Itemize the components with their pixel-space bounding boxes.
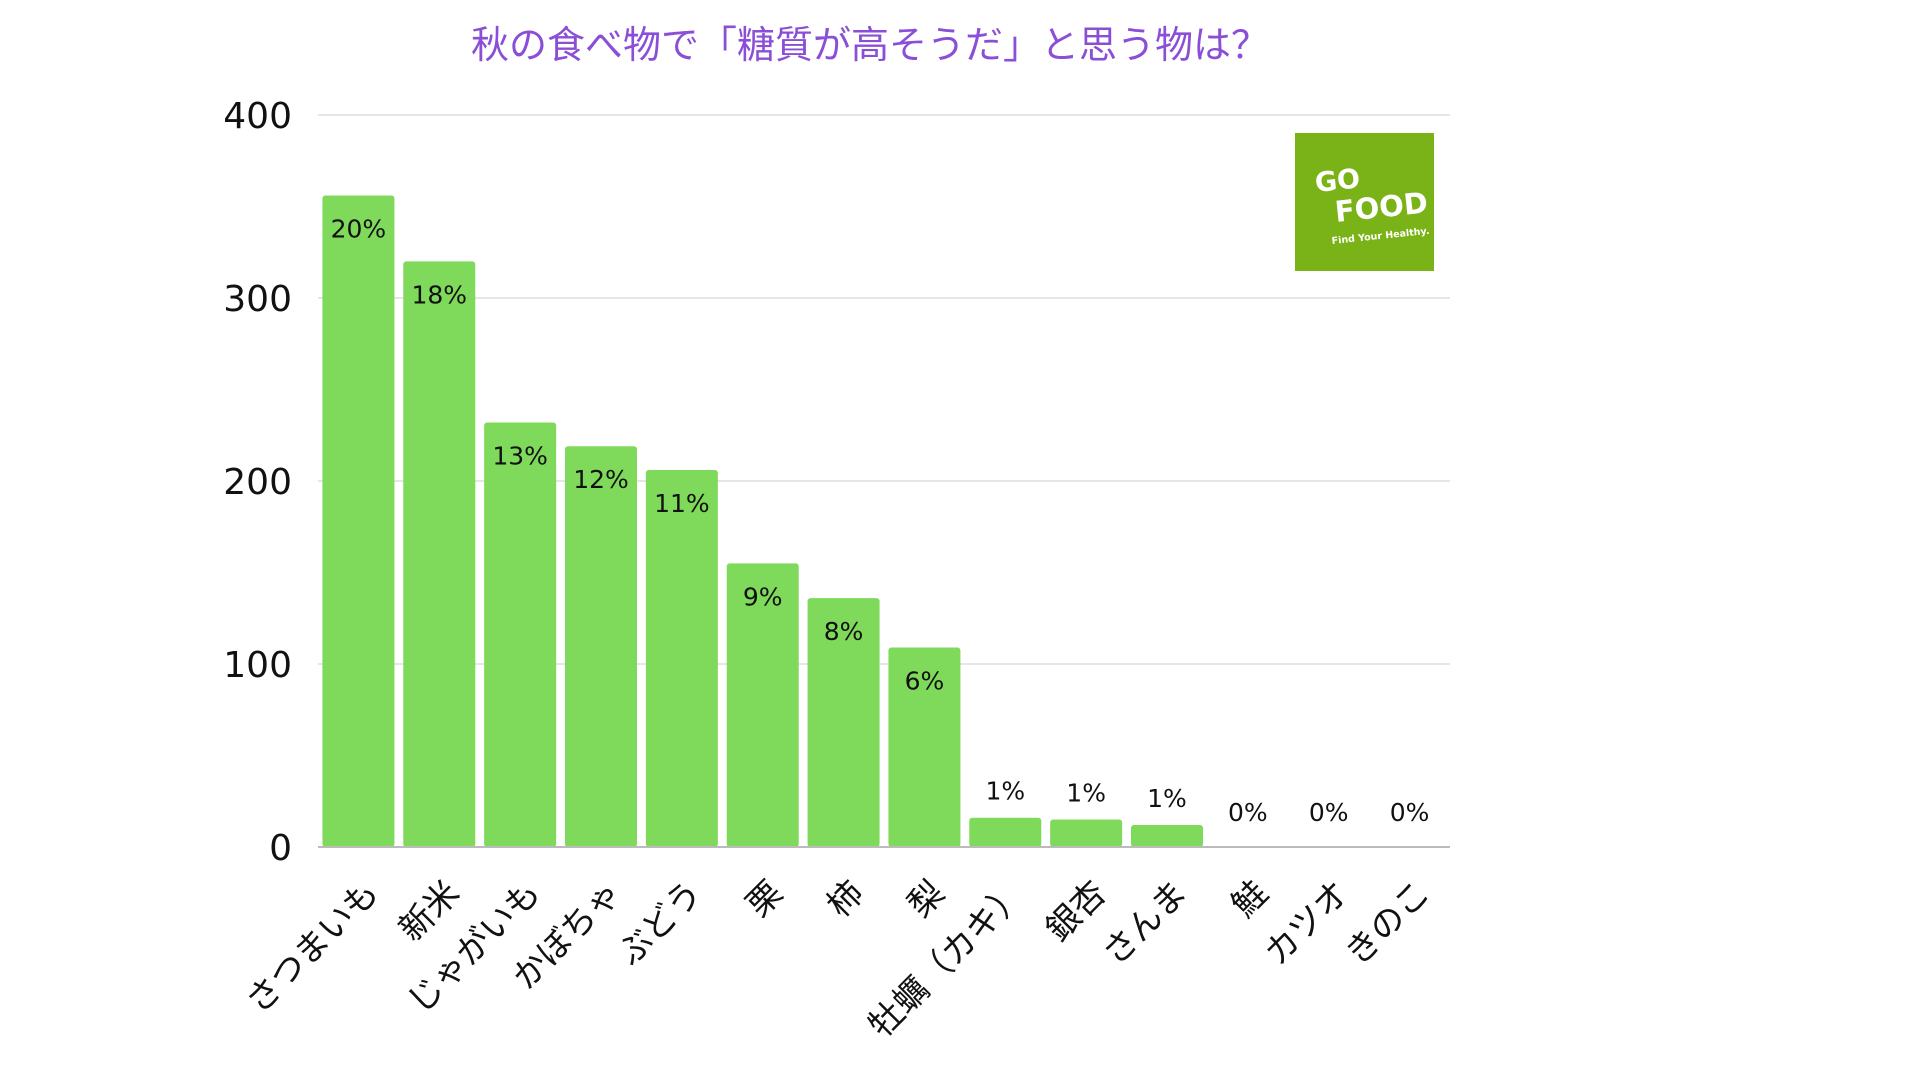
bar	[565, 446, 637, 847]
data-label: 12%	[573, 465, 629, 494]
x-category-label: 栗	[739, 873, 791, 925]
data-label: 13%	[492, 441, 548, 470]
data-label: 0%	[1228, 798, 1268, 827]
bar	[807, 598, 880, 847]
bar	[645, 470, 718, 847]
x-category-label: 柿	[820, 873, 872, 925]
data-label: 0%	[1309, 798, 1349, 827]
bar	[403, 261, 476, 847]
x-category-label: ぶどう	[610, 873, 710, 973]
x-category-label: さつまいも	[238, 873, 386, 1021]
bar	[726, 563, 799, 847]
data-label: 6%	[905, 667, 945, 696]
bar	[969, 817, 1042, 847]
x-category-label: きのこ	[1338, 873, 1438, 973]
data-label: 11%	[654, 489, 710, 518]
chart-title: 秋の食べ物で「糖質が高そうだ」と思う物は？	[471, 23, 1269, 67]
x-category-label: 鮭	[1224, 873, 1276, 925]
y-tick-label: 200	[223, 462, 292, 503]
x-category-label: カツオ	[1257, 873, 1357, 973]
data-label: 18%	[411, 280, 467, 309]
y-tick-label: 100	[223, 645, 292, 686]
bar	[888, 647, 961, 847]
bars	[322, 195, 1203, 847]
logo-line1: GO	[1313, 163, 1361, 199]
y-tick-label: 400	[223, 96, 292, 137]
y-tick-label: 0	[269, 828, 292, 869]
bar	[1131, 825, 1203, 847]
data-label: 8%	[824, 617, 864, 646]
bar	[322, 195, 395, 847]
data-label: 1%	[1147, 784, 1187, 813]
data-label: 1%	[985, 777, 1025, 806]
bar	[1050, 819, 1123, 847]
x-category-label: 梨	[900, 873, 952, 925]
data-label: 9%	[743, 582, 783, 611]
data-labels: 20% 18% 13% 12% 11% 9% 8% 6% 1% 1% 1% 0% 0% 0%	[331, 215, 1430, 827]
x-category-label: さんま	[1095, 873, 1195, 973]
logo-background	[1295, 133, 1434, 271]
data-label: 0%	[1390, 798, 1430, 827]
y-tick-label: 300	[223, 279, 292, 320]
bar	[484, 422, 557, 847]
data-label: 20%	[331, 215, 387, 244]
x-axis-categories: さつまいも 新米じゃがいもかぼちゃぶどう栗柿梨牡蠣（カキ） 銀杏さんま 鮭カツオきのこ	[238, 873, 1438, 1046]
data-label: 1%	[1066, 779, 1106, 808]
gofood-logo: GO FOOD Find Your Healthy.	[1295, 133, 1434, 271]
y-axis-ticks: 0 100 200 300 400	[223, 96, 292, 869]
